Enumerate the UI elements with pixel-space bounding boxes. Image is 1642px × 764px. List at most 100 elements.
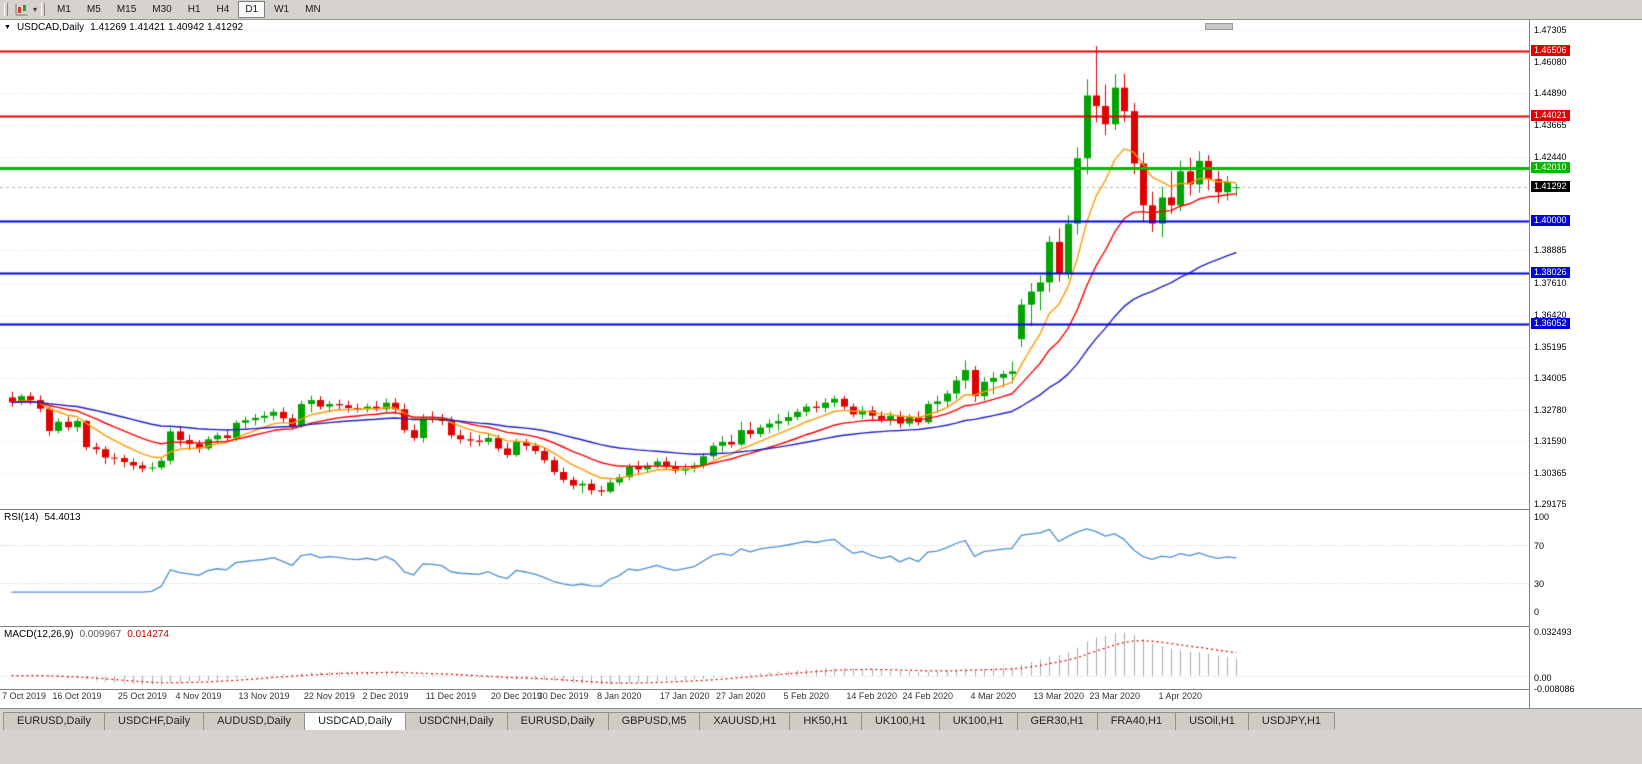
chart-ohlc-values: 1.41269 1.41421 1.40942 1.41292 xyxy=(90,22,244,33)
hline-price-label: 1.46506 xyxy=(1531,44,1570,56)
macd-level-label: -0.008086 xyxy=(1534,684,1575,694)
price-tick-label: 1.43665 xyxy=(1534,120,1567,131)
timeframe-toolbar: ▾ M1 M5 M15 M30 H1 H4 D1 W1 MN xyxy=(0,0,1642,20)
chart-type-dropdown-icon[interactable]: ▾ xyxy=(32,5,37,14)
price-tick-label: 1.32780 xyxy=(1534,404,1567,415)
timeframe-button-mn[interactable]: MN xyxy=(305,4,321,15)
date-label: 17 Jan 2020 xyxy=(659,691,710,701)
price-tick-label: 1.38885 xyxy=(1534,245,1567,256)
current-price-label: 1.41292 xyxy=(1531,181,1570,193)
chart-tab-usdjpy-h1[interactable]: USDJPY,H1 xyxy=(1247,712,1336,730)
status-strip xyxy=(0,730,1642,764)
macd-label: MACD(12,26,9) xyxy=(4,629,74,640)
rsi-level-label: 0 xyxy=(1534,607,1540,617)
chart-type-icon[interactable] xyxy=(12,2,30,18)
chart-tab-usdcad-daily[interactable]: USDCAD,Daily xyxy=(304,712,407,730)
timeframe-button-h1[interactable]: H1 xyxy=(187,4,201,15)
hline-price-label: 1.44021 xyxy=(1531,109,1570,121)
rsi-panel: RSI(14) 54.4013 xyxy=(0,510,1529,627)
date-label: 25 Oct 2019 xyxy=(117,691,167,701)
timeframe-button-m15[interactable]: M15 xyxy=(116,4,137,15)
price-tick-label: 1.29175 xyxy=(1534,499,1567,509)
timeframe-button-m5[interactable]: M5 xyxy=(86,4,101,15)
chart-tab-eurusd-daily[interactable]: EURUSD,Daily xyxy=(506,712,609,730)
rsi-level-label: 30 xyxy=(1534,578,1545,589)
hline-price-label: 1.40000 xyxy=(1531,214,1570,226)
date-label: 2 Dec 2019 xyxy=(362,691,409,701)
macd-chart-canvas[interactable] xyxy=(0,627,1529,690)
timeframe-button-d1[interactable]: D1 xyxy=(238,1,266,18)
date-label: 16 Oct 2019 xyxy=(52,691,102,701)
price-tick-label: 1.31590 xyxy=(1534,435,1567,446)
chart-plots: ▼ USDCAD,Daily 1.41269 1.41421 1.40942 1… xyxy=(0,20,1529,708)
hline-price-label: 1.36052 xyxy=(1531,318,1570,330)
chart-tab-uk100-h1[interactable]: UK100,H1 xyxy=(938,712,1018,730)
date-label: 24 Feb 2020 xyxy=(902,691,954,701)
price-tick-label: 1.30365 xyxy=(1534,467,1567,478)
date-label: 11 Dec 2019 xyxy=(425,691,477,701)
chart-title-bar: ▼ USDCAD,Daily 1.41269 1.41421 1.40942 1… xyxy=(4,22,243,33)
macd-panel: MACD(12,26,9) 0.009967 0.014274 xyxy=(0,627,1529,690)
rsi-value: 54.4013 xyxy=(44,512,81,523)
chart-tabs-bar: EURUSD,Daily USDCHF,Daily AUDUSD,Daily USDC… xyxy=(0,708,1642,730)
date-label: 14 Feb 2020 xyxy=(846,691,897,701)
toolbar-grip[interactable] xyxy=(4,3,8,16)
toolbar-separator xyxy=(41,3,45,16)
date-label: 13 Nov 2019 xyxy=(238,691,290,701)
price-tick-label: 1.47305 xyxy=(1534,25,1567,35)
hline-price-label: 1.42010 xyxy=(1531,162,1570,174)
date-label: 7 Oct 2019 xyxy=(2,691,47,701)
chart-tab-ger30-h1[interactable]: GER30,H1 xyxy=(1016,712,1098,730)
date-axis[interactable]: 7 Oct 2019 16 Oct 2019 25 Oct 2019 4 Nov 20… xyxy=(0,690,1529,705)
chart-tab-fra40-h1[interactable]: FRA40,H1 xyxy=(1096,712,1177,730)
date-label: 22 Nov 2019 xyxy=(303,691,355,701)
price-tick-label: 1.36420 xyxy=(1534,309,1567,320)
timeframe-button-h4[interactable]: H4 xyxy=(216,4,230,15)
chart-tab-audusd-daily[interactable]: AUDUSD,Daily xyxy=(203,712,306,730)
price-chart-canvas[interactable] xyxy=(0,20,1529,510)
chart-region: ▼ USDCAD,Daily 1.41269 1.41421 1.40942 1… xyxy=(0,20,1642,708)
chart-tab-xauusd-h1[interactable]: XAUUSD,H1 xyxy=(699,712,791,730)
rsi-label: RSI(14) xyxy=(4,512,39,523)
rsi-title-bar: RSI(14) 54.4013 xyxy=(4,512,81,523)
chart-menu-arrow-icon[interactable]: ▼ xyxy=(4,24,11,31)
date-label: 23 Mar 2020 xyxy=(1089,691,1141,701)
timeframe-button-m30[interactable]: M30 xyxy=(152,4,172,15)
chart-tab-hk50-h1[interactable]: HK50,H1 xyxy=(789,712,862,730)
rsi-level-label: 100 xyxy=(1534,512,1550,522)
scrollbar-thumb[interactable] xyxy=(1205,23,1233,30)
date-label: 1 Apr 2020 xyxy=(1158,691,1203,701)
date-label: 13 Mar 2020 xyxy=(1033,691,1084,701)
rsi-chart-canvas[interactable] xyxy=(0,510,1529,627)
hline-price-label: 1.38026 xyxy=(1531,266,1570,278)
chart-tab-eurusd-daily[interactable]: EURUSD,Daily xyxy=(3,712,105,730)
rsi-level-label: 70 xyxy=(1534,540,1545,551)
price-tick-label: 1.42440 xyxy=(1534,152,1567,163)
chart-tab-usdchf-daily[interactable]: USDCHF,Daily xyxy=(103,712,205,730)
price-axis[interactable]: 1.47305 1.46080 1.44890 1.43665 1.42440 1.388… xyxy=(1529,20,1641,708)
chart-tab-usdcnh-daily[interactable]: USDCNH,Daily xyxy=(405,712,508,730)
price-tick-label: 1.34005 xyxy=(1534,372,1567,383)
date-label: 5 Feb 2020 xyxy=(783,691,830,701)
date-label: 8 Jan 2020 xyxy=(596,691,642,701)
macd-main-value: 0.009967 xyxy=(79,629,122,640)
macd-level-label: 0.032493 xyxy=(1534,627,1572,637)
date-label: 27 Jan 2020 xyxy=(716,691,766,701)
price-panel: ▼ USDCAD,Daily 1.41269 1.41421 1.40942 1… xyxy=(0,20,1529,510)
macd-level-label: 0.00 xyxy=(1534,672,1552,683)
macd-signal-value: 0.014274 xyxy=(127,629,169,640)
date-label: 20 Dec 2019 xyxy=(490,691,542,701)
price-tick-label: 1.46080 xyxy=(1534,57,1567,68)
timeframe-button-w1[interactable]: W1 xyxy=(274,4,290,15)
timeframe-buttons: M1 M5 M15 M30 H1 H4 D1 W1 MN xyxy=(49,1,329,18)
chart-tab-uk100-h1[interactable]: UK100,H1 xyxy=(860,712,940,730)
timeframe-button-m1[interactable]: M1 xyxy=(57,4,71,15)
macd-title-bar: MACD(12,26,9) 0.009967 0.014274 xyxy=(4,629,169,640)
price-tick-label: 1.37610 xyxy=(1534,278,1567,289)
chart-tab-gbpusd-m5[interactable]: GBPUSD,M5 xyxy=(607,712,701,730)
price-tick-label: 1.44890 xyxy=(1534,88,1567,99)
chart-title: USDCAD,Daily xyxy=(16,22,85,33)
chart-tab-usoil-h1[interactable]: USOil,H1 xyxy=(1175,712,1249,730)
price-tick-label: 1.35195 xyxy=(1534,341,1567,352)
